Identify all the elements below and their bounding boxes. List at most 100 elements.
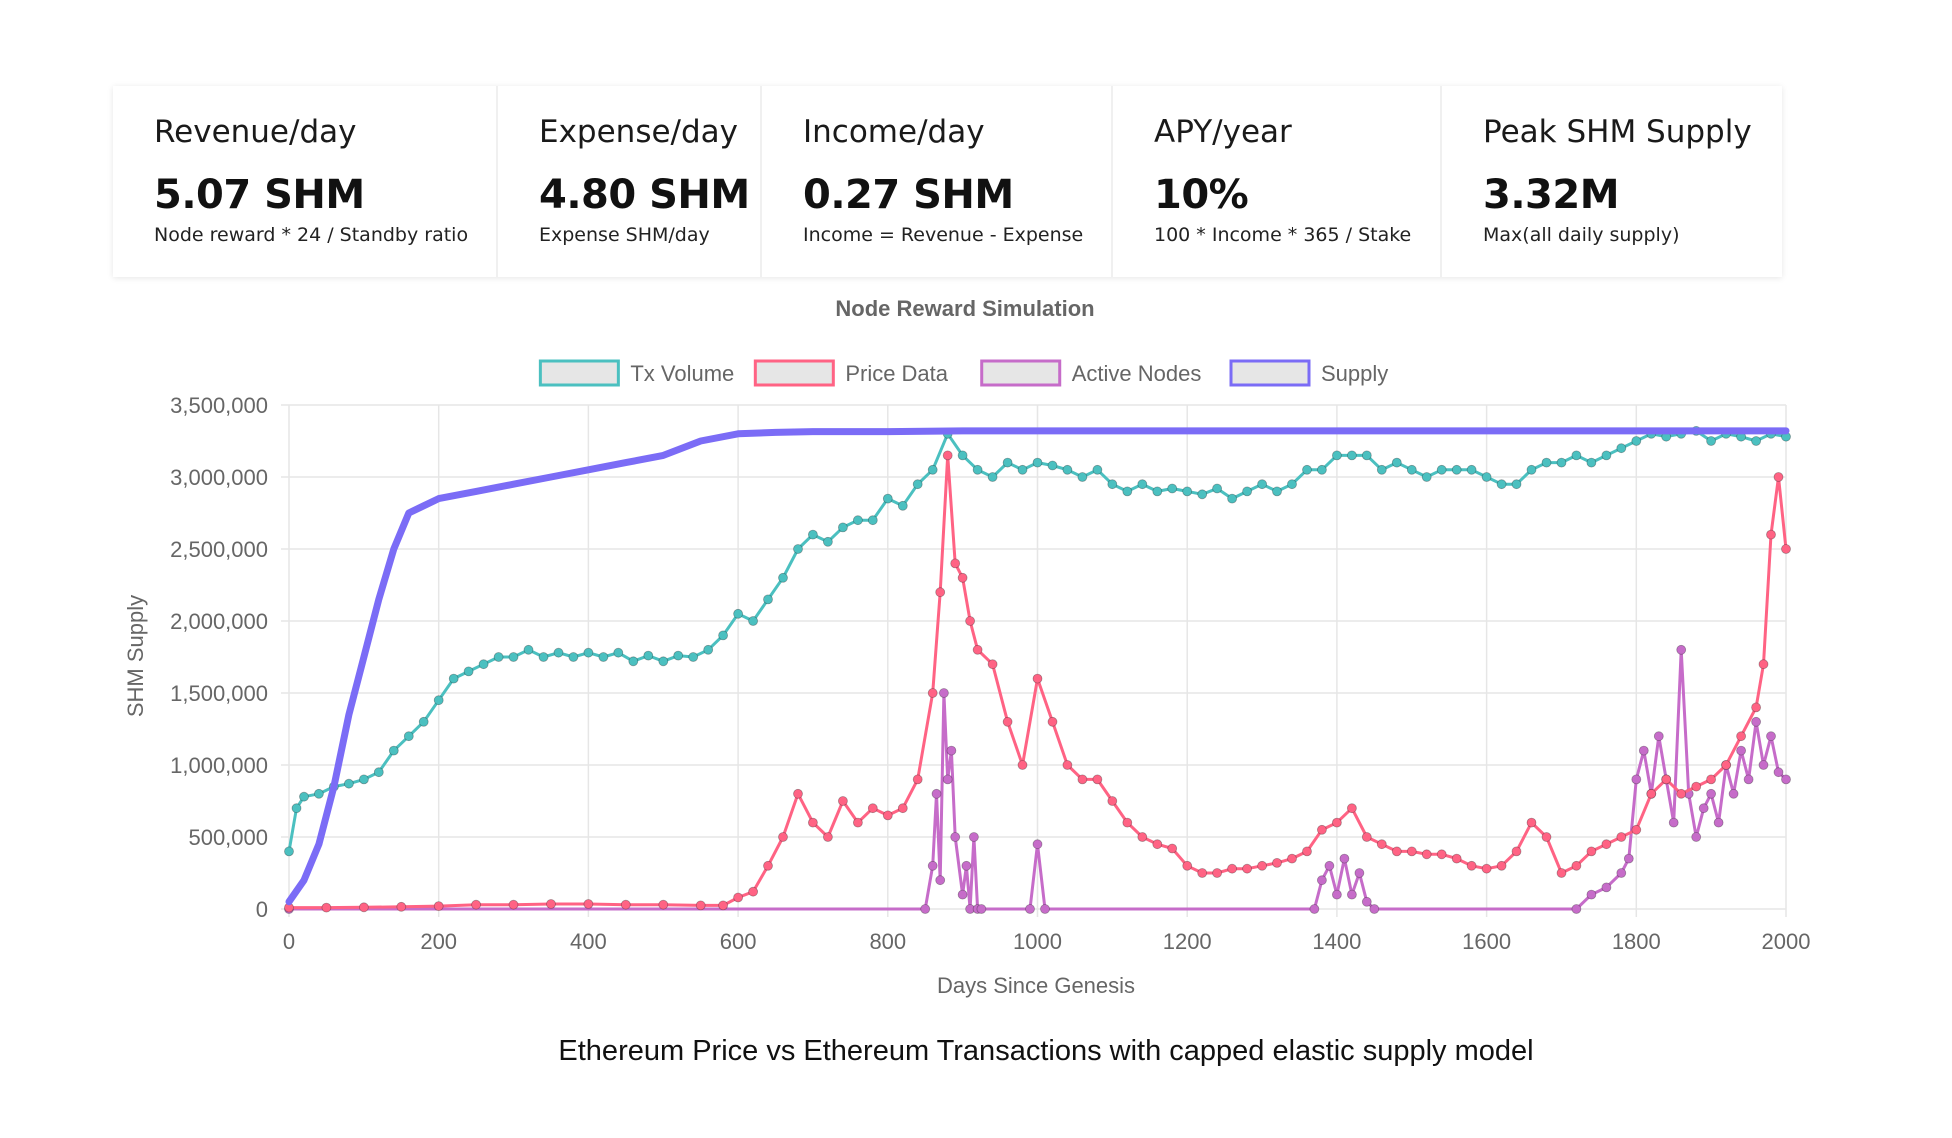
active-nodes-point [1339, 853, 1350, 864]
x-tick-label: 1600 [1462, 929, 1511, 954]
tx-volume-point [433, 695, 444, 706]
active-nodes-point [1332, 889, 1342, 900]
price-data-point [1758, 659, 1769, 670]
active-nodes-point [1616, 868, 1627, 878]
active-nodes-point [1347, 889, 1357, 900]
tx-volume-point [1706, 436, 1716, 446]
tx-volume-point [1406, 464, 1417, 475]
legend-label: Supply [1321, 361, 1388, 386]
y-tick-label: 3,500,000 [170, 393, 268, 418]
tx-volume-point [1242, 486, 1252, 497]
price-data-point [935, 587, 946, 598]
x-tick-label: 1000 [1013, 929, 1062, 954]
stat-description: Node reward * 24 / Standby ratio [154, 224, 469, 246]
stat-label: Expense/day [539, 114, 739, 150]
chart-series [284, 425, 1791, 914]
tx-volume-point [1481, 472, 1492, 482]
x-tick-label: 800 [869, 929, 906, 954]
tx-volume-point [284, 846, 294, 857]
tx-volume-point [838, 522, 848, 533]
tx-volume-point [493, 652, 504, 662]
price-data-point [1736, 731, 1746, 742]
price-data-point [1152, 839, 1163, 850]
tx-volume-point [1347, 450, 1357, 461]
price-data-point [823, 832, 833, 842]
legend-item-tx-volume[interactable]: Tx Volume [538, 359, 734, 387]
series-supply [285, 427, 1790, 906]
price-data-point [1781, 544, 1791, 554]
y-tick-label: 0 [256, 897, 268, 922]
price-data-point [695, 900, 706, 911]
tx-volume-point [1376, 464, 1387, 475]
active-nodes-point [1736, 745, 1746, 756]
tx-volume-point [703, 644, 714, 655]
tx-volume-point [553, 647, 564, 658]
legend-item-price-data[interactable]: Price Data [753, 359, 949, 387]
price-data-point [1197, 868, 1208, 878]
stat-value: 5.07 SHM [154, 172, 365, 218]
tx-volume-point [1107, 479, 1118, 490]
tx-volume-point [733, 608, 743, 619]
y-tick-label: 500,000 [188, 825, 268, 850]
tx-volume-point [957, 450, 968, 461]
price-data-point [1496, 860, 1507, 871]
tx-volume-point [1451, 464, 1462, 475]
tx-volume-point [1541, 457, 1552, 468]
active-nodes-point [969, 832, 979, 842]
price-data-point [942, 450, 953, 461]
price-data-point [1691, 781, 1702, 792]
active-nodes-point [1758, 760, 1769, 770]
legend-swatch [538, 359, 620, 387]
active-nodes-point [976, 904, 987, 914]
tx-volume-point [673, 650, 684, 661]
price-data-point [358, 902, 369, 913]
price-data-point [1332, 817, 1342, 828]
tx-volume-point [778, 572, 788, 583]
chart-axes: 0 200 400 600 800 1000 1200 1400 1600 1800 2000 0 50… [170, 393, 1810, 954]
active-nodes-point [920, 904, 931, 914]
tx-volume-point [568, 652, 579, 662]
tx-volume-point [912, 479, 923, 490]
price-data-point [1137, 832, 1148, 842]
price-data-point [793, 788, 803, 799]
active-nodes-point [1743, 774, 1754, 785]
chart-legend[interactable]: Tx Volume Price Data Active Nodes Supply [538, 359, 1388, 387]
stat-label: Income/day [803, 114, 985, 150]
stat-card-peak-supply: Peak SHM Supply 3.32M Max(all daily supp… [1442, 86, 1782, 277]
stat-description: Max(all daily supply) [1483, 224, 1680, 246]
tx-volume-point [1137, 479, 1148, 490]
active-nodes-point [950, 832, 961, 842]
active-nodes-point [942, 774, 953, 785]
price-data-point [957, 572, 968, 583]
tx-volume-point [478, 659, 489, 670]
tx-volume-point [1421, 472, 1432, 482]
tx-volume-point [987, 472, 998, 482]
price-data-point [1122, 817, 1133, 828]
price-data-point [1706, 774, 1716, 785]
active-nodes-point [1571, 904, 1582, 914]
tx-volume-point [867, 515, 878, 526]
active-nodes-point [1032, 839, 1043, 850]
tx-volume-point [418, 716, 429, 727]
price-data-point [1257, 860, 1267, 871]
active-nodes-point [1691, 832, 1702, 842]
legend-item-active-nodes[interactable]: Active Nodes [980, 359, 1202, 387]
active-nodes-point [939, 688, 949, 698]
active-nodes-point [1354, 868, 1365, 878]
price-data-point [1406, 846, 1417, 857]
tx-volume-point [1257, 479, 1267, 490]
active-nodes-point [935, 875, 946, 886]
series-price-data [284, 450, 1791, 913]
active-nodes-point [1653, 731, 1664, 742]
legend-item-supply[interactable]: Supply [1229, 359, 1388, 387]
price-data-point [1646, 788, 1657, 799]
stat-value: 0.27 SHM [803, 172, 1014, 218]
tx-volume-point [643, 650, 654, 661]
active-nodes-point [1706, 788, 1716, 799]
x-tick-label: 400 [570, 929, 607, 954]
tx-volume-point [1017, 464, 1028, 475]
tx-volume-point [1152, 486, 1163, 497]
chart-title: Node Reward Simulation [835, 296, 1094, 321]
tx-volume-point [1586, 457, 1597, 468]
price-data-point [927, 688, 938, 698]
